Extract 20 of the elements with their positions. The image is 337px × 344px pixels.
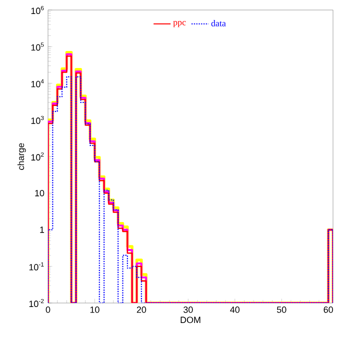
y-tick-label: 10$^{5}$ bbox=[31, 42, 44, 51]
x-tick-label: 10 bbox=[90, 306, 100, 313]
y-tick-label: 10$^{3}$ bbox=[31, 116, 44, 124]
x-tick-label: 20 bbox=[136, 306, 146, 313]
x-tick-label: 40 bbox=[230, 306, 240, 313]
legend-label: data bbox=[211, 20, 226, 26]
x-axis-title: DOM bbox=[180, 316, 200, 324]
x-tick-label: 0 bbox=[46, 306, 50, 313]
legend-label: ppc bbox=[173, 21, 186, 28]
y-axis-title: charge bbox=[17, 143, 26, 170]
y-tick-label: 10 bbox=[35, 190, 44, 196]
y-tick-label: 10$^{2}$ bbox=[31, 152, 44, 161]
x-tick-label: 60 bbox=[324, 306, 333, 313]
y-tick-label: 10$^{4}$ bbox=[31, 79, 44, 88]
y-tick-label: 10$^{-1}$ bbox=[29, 262, 44, 270]
y-tick-label: 10$^{6}$ bbox=[31, 6, 44, 14]
x-tick-label: 30 bbox=[184, 306, 193, 313]
y-tick-label: 1 bbox=[40, 226, 44, 233]
y-tick-label: 10$^{-2}$ bbox=[29, 298, 44, 308]
x-tick-label: 50 bbox=[276, 306, 286, 313]
